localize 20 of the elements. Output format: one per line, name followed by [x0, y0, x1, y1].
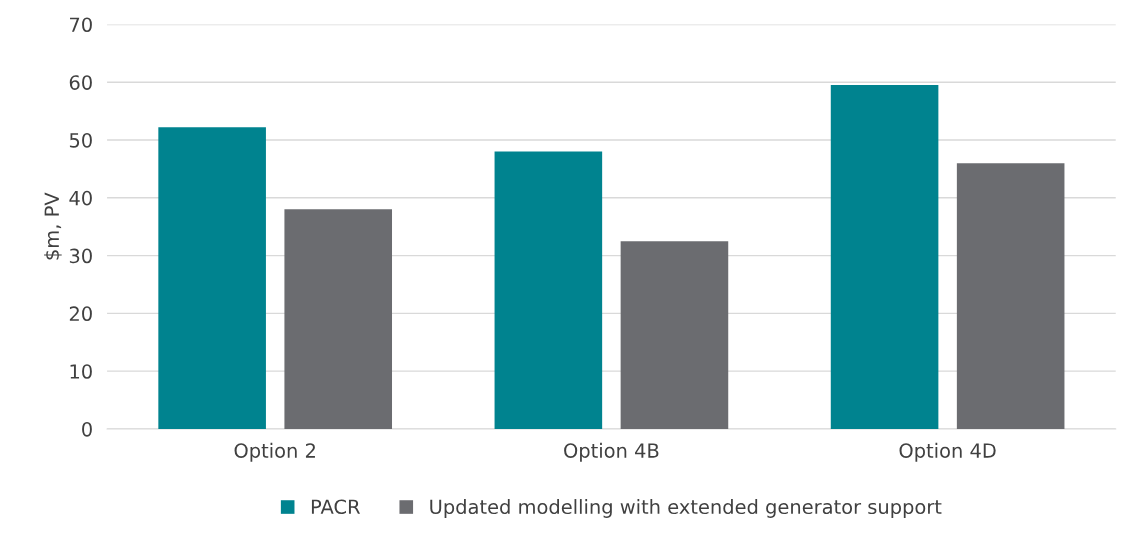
legend-label: PACR	[311, 499, 361, 515]
y-tick-label: 0	[82, 421, 92, 437]
bar	[158, 127, 266, 429]
y-tick-label: 30	[69, 248, 92, 264]
legend-label: Updated modelling with extended generator support	[430, 499, 942, 518]
y-tick-label: 40	[69, 190, 92, 206]
x-tick-label: Option 2	[234, 442, 315, 462]
bar	[830, 85, 939, 429]
x-tick-label: Option 4D	[899, 442, 996, 462]
bar	[620, 241, 729, 429]
y-axis-title: $m, PV	[44, 192, 62, 260]
y-tick-label: 50	[69, 132, 92, 148]
bar	[494, 151, 603, 429]
x-tick-label: Option 4B	[564, 442, 659, 462]
bar	[956, 163, 1065, 429]
y-tick-label: 10	[70, 364, 92, 379]
y-tick-label: 60	[69, 75, 92, 90]
bar	[284, 209, 393, 429]
y-tick-label: 20	[69, 306, 92, 322]
y-tick-label: 70	[70, 17, 92, 33]
